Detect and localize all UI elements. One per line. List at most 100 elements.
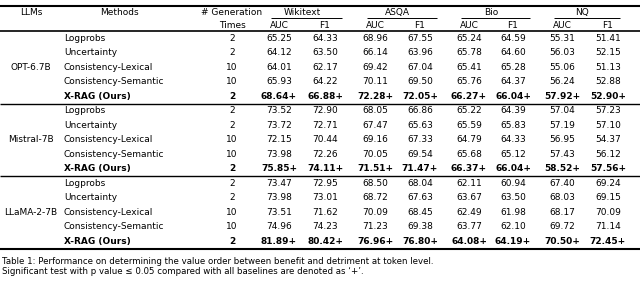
Text: 57.10: 57.10 (595, 121, 621, 130)
Text: 10: 10 (227, 222, 237, 231)
Text: Consistency-Lexical: Consistency-Lexical (64, 63, 154, 72)
Text: 55.31: 55.31 (549, 34, 575, 43)
Text: 65.22: 65.22 (456, 106, 482, 115)
Text: 57.43: 57.43 (549, 150, 575, 159)
Text: 57.23: 57.23 (595, 106, 621, 115)
Text: 66.37+: 66.37+ (451, 164, 487, 173)
Text: 63.50: 63.50 (312, 48, 338, 57)
Text: 73.98: 73.98 (266, 150, 292, 159)
Text: 72.90: 72.90 (312, 106, 338, 115)
Text: 69.54: 69.54 (407, 150, 433, 159)
Text: 64.59: 64.59 (500, 34, 526, 43)
Text: 65.28: 65.28 (500, 63, 526, 72)
Text: 71.62: 71.62 (312, 208, 338, 217)
Text: 56.03: 56.03 (549, 48, 575, 57)
Text: 64.37: 64.37 (500, 77, 526, 86)
Text: 68.96: 68.96 (362, 34, 388, 43)
Text: 62.17: 62.17 (312, 63, 338, 72)
Text: 2: 2 (229, 106, 235, 115)
Text: 52.90+: 52.90+ (590, 92, 626, 101)
Text: 69.42: 69.42 (362, 63, 388, 72)
Text: 56.12: 56.12 (595, 150, 621, 159)
Text: 73.52: 73.52 (266, 106, 292, 115)
Text: 68.72: 68.72 (362, 193, 388, 202)
Text: 65.24: 65.24 (456, 34, 482, 43)
Text: 76.96+: 76.96+ (357, 237, 393, 246)
Text: 71.51+: 71.51+ (357, 164, 393, 173)
Text: 69.15: 69.15 (595, 193, 621, 202)
Text: OPT-6.7B: OPT-6.7B (11, 63, 51, 72)
Text: Significant test with p value ≤ 0.05 compared with all baselines are denoted as : Significant test with p value ≤ 0.05 com… (2, 267, 364, 276)
Text: 63.50: 63.50 (500, 193, 526, 202)
Text: 69.24: 69.24 (595, 179, 621, 188)
Text: 63.96: 63.96 (407, 48, 433, 57)
Text: 72.28+: 72.28+ (357, 92, 393, 101)
Text: 67.63: 67.63 (407, 193, 433, 202)
Text: Mistral-7B: Mistral-7B (8, 135, 54, 144)
Text: 54.37: 54.37 (595, 135, 621, 144)
Text: AUC: AUC (365, 20, 385, 30)
Text: 80.42+: 80.42+ (307, 237, 343, 246)
Text: Wikitext: Wikitext (284, 8, 321, 17)
Text: 65.68: 65.68 (456, 150, 482, 159)
Text: 73.47: 73.47 (266, 179, 292, 188)
Text: 68.04: 68.04 (407, 179, 433, 188)
Text: 2: 2 (229, 179, 235, 188)
Text: 64.79: 64.79 (456, 135, 482, 144)
Text: 57.04: 57.04 (549, 106, 575, 115)
Text: 70.05: 70.05 (362, 150, 388, 159)
Text: 71.14: 71.14 (595, 222, 621, 231)
Text: 70.09: 70.09 (595, 208, 621, 217)
Text: AUC: AUC (269, 20, 289, 30)
Text: 70.09: 70.09 (362, 208, 388, 217)
Text: 65.25: 65.25 (266, 34, 292, 43)
Text: 10: 10 (227, 63, 237, 72)
Text: LLaMA-2-7B: LLaMA-2-7B (4, 208, 58, 217)
Text: F1: F1 (415, 20, 426, 30)
Text: Consistency-Semantic: Consistency-Semantic (64, 77, 164, 86)
Text: 66.04+: 66.04+ (495, 92, 531, 101)
Text: 52.15: 52.15 (595, 48, 621, 57)
Text: 72.45+: 72.45+ (590, 237, 626, 246)
Text: F1: F1 (508, 20, 518, 30)
Text: 74.11+: 74.11+ (307, 164, 343, 173)
Text: 62.10: 62.10 (500, 222, 526, 231)
Text: 55.06: 55.06 (549, 63, 575, 72)
Text: 67.55: 67.55 (407, 34, 433, 43)
Text: 65.76: 65.76 (456, 77, 482, 86)
Text: X-RAG (Ours): X-RAG (Ours) (64, 164, 131, 173)
Text: 73.72: 73.72 (266, 121, 292, 130)
Text: 64.22: 64.22 (312, 77, 338, 86)
Text: 69.16: 69.16 (362, 135, 388, 144)
Text: 65.93: 65.93 (266, 77, 292, 86)
Text: NQ: NQ (575, 8, 589, 17)
Text: LLMs: LLMs (20, 8, 42, 17)
Text: Consistency-Lexical: Consistency-Lexical (64, 208, 154, 217)
Text: 71.23: 71.23 (362, 222, 388, 231)
Text: 69.72: 69.72 (549, 222, 575, 231)
Text: 72.71: 72.71 (312, 121, 338, 130)
Text: 64.33: 64.33 (500, 135, 526, 144)
Text: 65.59: 65.59 (456, 121, 482, 130)
Text: # Generation: # Generation (202, 8, 262, 17)
Text: 67.04: 67.04 (407, 63, 433, 72)
Text: 64.39: 64.39 (500, 106, 526, 115)
Text: 67.33: 67.33 (407, 135, 433, 144)
Text: 65.63: 65.63 (407, 121, 433, 130)
Text: 64.12: 64.12 (266, 48, 292, 57)
Text: 68.64+: 68.64+ (261, 92, 297, 101)
Text: 66.86: 66.86 (407, 106, 433, 115)
Text: 62.49: 62.49 (456, 208, 482, 217)
Text: 64.01: 64.01 (266, 63, 292, 72)
Text: F1: F1 (319, 20, 330, 30)
Text: 72.15: 72.15 (266, 135, 292, 144)
Text: AUC: AUC (460, 20, 479, 30)
Text: 60.94: 60.94 (500, 179, 526, 188)
Text: 68.05: 68.05 (362, 106, 388, 115)
Text: 68.45: 68.45 (407, 208, 433, 217)
Text: 10: 10 (227, 208, 237, 217)
Text: 10: 10 (227, 135, 237, 144)
Text: 70.50+: 70.50+ (544, 237, 580, 246)
Text: Uncertainty: Uncertainty (64, 48, 117, 57)
Text: Bio: Bio (484, 8, 498, 17)
